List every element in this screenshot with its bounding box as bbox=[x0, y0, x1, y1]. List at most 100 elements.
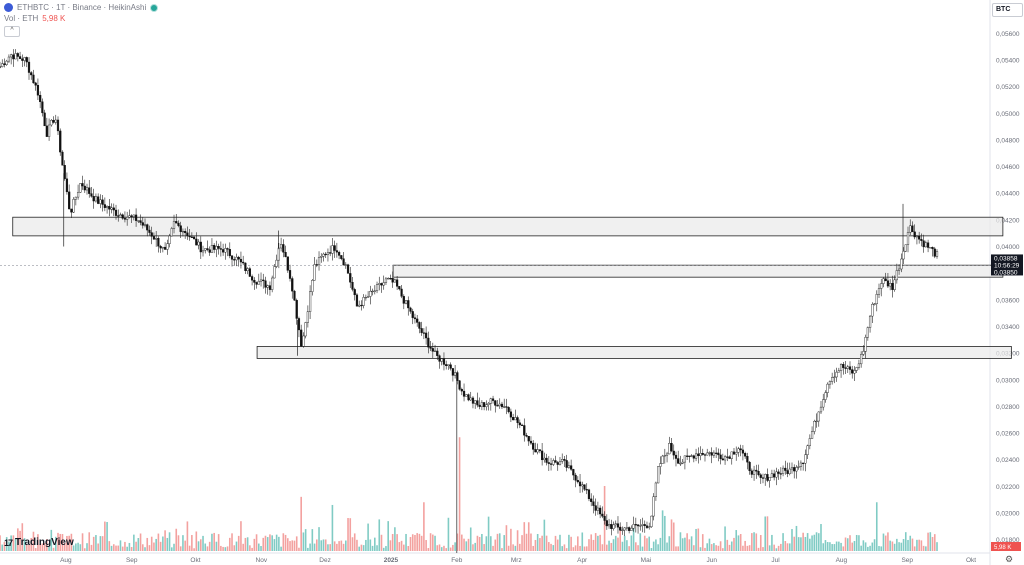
candle-body bbox=[112, 207, 115, 211]
volume-bar bbox=[8, 541, 10, 551]
candle-body bbox=[445, 364, 448, 367]
volume-bar bbox=[527, 522, 530, 551]
candle-body bbox=[746, 456, 749, 463]
candle-body bbox=[199, 241, 202, 253]
candle-body bbox=[420, 328, 423, 333]
candle-body bbox=[141, 222, 144, 226]
candle-body bbox=[855, 367, 858, 371]
gear-icon[interactable]: ⚙ bbox=[1005, 554, 1014, 564]
candle-body bbox=[121, 214, 124, 219]
volume-bar bbox=[929, 532, 932, 551]
candle-body bbox=[833, 376, 836, 378]
candle-body bbox=[788, 468, 791, 474]
volume-bar bbox=[309, 543, 311, 551]
candle-body bbox=[784, 467, 787, 471]
volume-bar bbox=[652, 541, 655, 551]
collapse-legend-button[interactable]: ^ bbox=[4, 26, 20, 37]
candle-body bbox=[739, 448, 742, 451]
candle-body bbox=[770, 473, 774, 478]
volume-bar bbox=[873, 539, 876, 551]
candle-body bbox=[744, 453, 747, 457]
candle-body bbox=[478, 404, 481, 407]
candle-body bbox=[467, 394, 470, 401]
candle-body bbox=[929, 247, 932, 249]
volume-bar bbox=[97, 543, 99, 551]
volume-bar bbox=[755, 533, 758, 551]
y-tick-label: 0,02600 bbox=[996, 431, 1020, 438]
volume-bar bbox=[556, 539, 559, 551]
candle-body bbox=[500, 403, 504, 408]
volume-bar bbox=[884, 535, 887, 551]
candle-body bbox=[532, 442, 535, 450]
candle-body bbox=[799, 462, 803, 467]
candle-body bbox=[262, 279, 265, 282]
candle-body bbox=[842, 364, 845, 368]
candle-body bbox=[433, 350, 437, 352]
volume-bar bbox=[666, 542, 668, 551]
candle-body bbox=[507, 407, 510, 412]
volume-bar bbox=[835, 541, 838, 551]
volume-bar bbox=[668, 536, 671, 551]
volume-bar bbox=[715, 545, 717, 551]
volume-bar bbox=[347, 518, 349, 551]
volume-bar bbox=[684, 537, 686, 551]
volume-bar bbox=[681, 538, 684, 551]
symbol-row[interactable]: ETHBTC · 1T · Binance · HeikinAshi bbox=[4, 2, 159, 13]
volume-bar bbox=[672, 522, 675, 551]
volume-bar bbox=[693, 545, 695, 551]
volume-bar bbox=[889, 540, 891, 551]
candle-body bbox=[313, 264, 316, 281]
candle-body bbox=[590, 498, 593, 502]
volume-bar bbox=[630, 535, 633, 551]
volume-bar bbox=[70, 533, 73, 551]
candle-body bbox=[773, 473, 776, 478]
volume-bar bbox=[153, 542, 155, 551]
candle-body bbox=[496, 405, 499, 407]
volume-bar bbox=[764, 516, 767, 551]
candle-body bbox=[213, 245, 216, 250]
candle-body bbox=[271, 277, 274, 290]
currency-button[interactable]: BTC bbox=[992, 3, 1023, 17]
volume-bar bbox=[820, 524, 822, 551]
volume-bar bbox=[541, 535, 543, 551]
volume-bar bbox=[126, 546, 128, 551]
candle-body bbox=[150, 232, 153, 237]
volume-bar bbox=[119, 540, 122, 551]
candle-body bbox=[239, 258, 243, 263]
volume-bar bbox=[887, 532, 889, 551]
candle-body bbox=[639, 525, 642, 527]
candle-body bbox=[471, 397, 475, 404]
candle-body bbox=[804, 454, 807, 464]
candle-body bbox=[295, 299, 298, 319]
candle-body bbox=[59, 130, 62, 153]
volume-row[interactable]: Vol · ETH 5,98 K bbox=[4, 13, 158, 24]
volume-bar bbox=[68, 535, 70, 551]
volume-bar bbox=[922, 545, 925, 551]
volume-bar bbox=[32, 531, 35, 551]
candle-body bbox=[282, 244, 285, 253]
candle-body bbox=[882, 278, 885, 284]
volume-bar bbox=[925, 546, 927, 551]
volume-bar bbox=[474, 542, 476, 551]
volume-bar bbox=[356, 539, 358, 551]
candle-body bbox=[545, 457, 548, 463]
volume-bar bbox=[206, 546, 209, 551]
candle-body bbox=[592, 501, 595, 506]
volume-bar bbox=[617, 537, 619, 551]
tradingview-logo[interactable]: 17 TradingView bbox=[4, 537, 74, 548]
volume-bar bbox=[744, 540, 746, 551]
volume-bar bbox=[896, 538, 898, 551]
candle-body bbox=[440, 358, 443, 362]
volume-bar bbox=[893, 543, 896, 551]
candle-body bbox=[210, 245, 214, 253]
candle-body bbox=[117, 215, 120, 217]
candle-body bbox=[68, 191, 71, 210]
candle-body bbox=[311, 280, 314, 292]
x-tick-label: Mai bbox=[641, 557, 651, 564]
candle-body bbox=[686, 455, 689, 457]
volume-bar bbox=[164, 530, 166, 551]
volume-bar bbox=[552, 545, 555, 551]
volume-bar bbox=[920, 540, 923, 551]
candle-body bbox=[768, 476, 771, 481]
